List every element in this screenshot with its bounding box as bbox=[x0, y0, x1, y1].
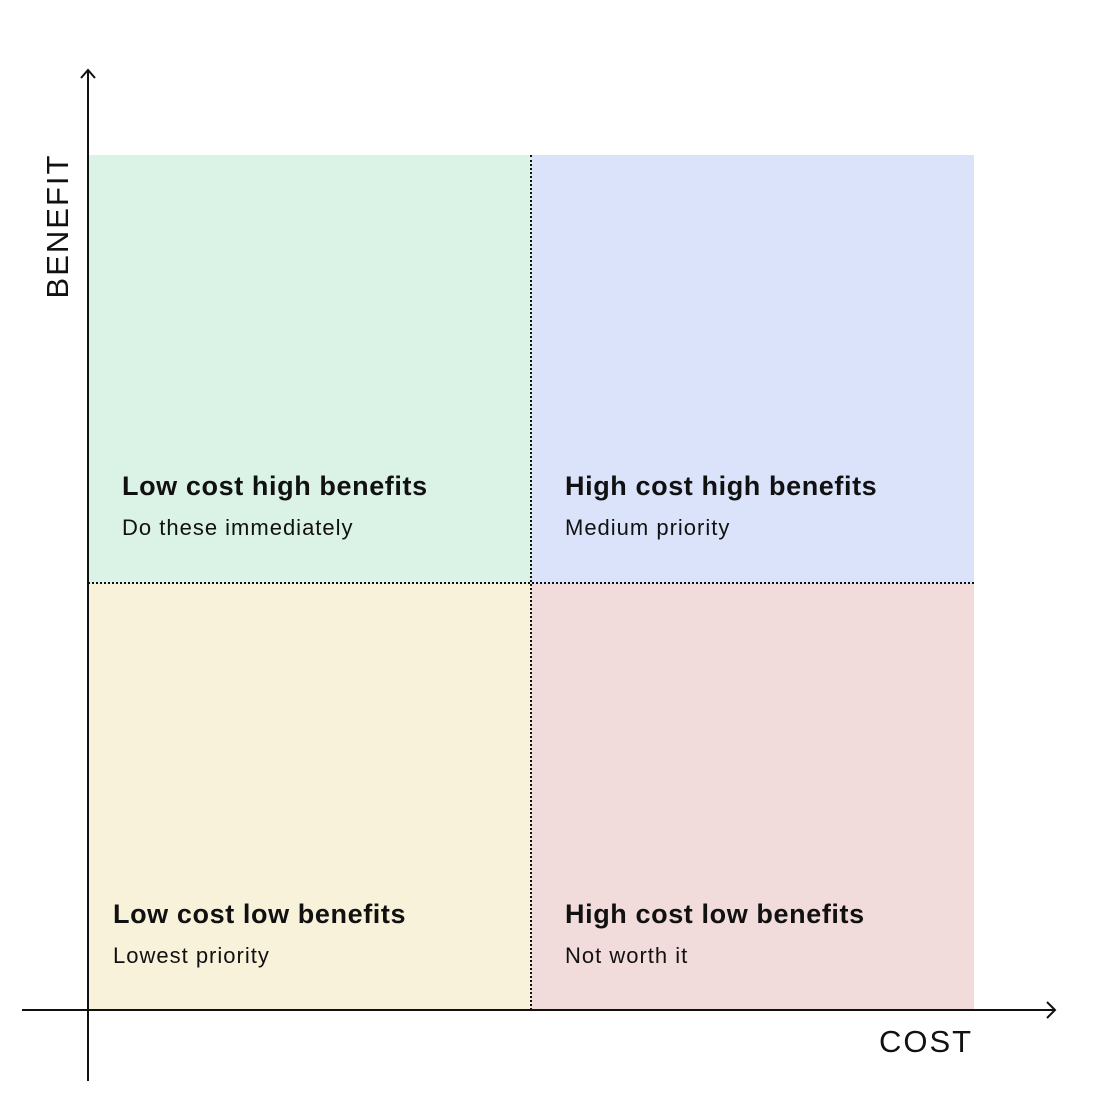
quadrant-title-bottom-right: High cost low benefits bbox=[565, 899, 865, 929]
horizontal-divider bbox=[88, 582, 974, 584]
quadrant-low-cost-high-benefit bbox=[88, 155, 531, 583]
quadrant-subtitle-top-right: Medium priority bbox=[565, 515, 731, 540]
quadrant-subtitle-bottom-left: Lowest priority bbox=[113, 943, 270, 968]
y-axis-arrow-icon bbox=[80, 68, 96, 79]
quadrant-subtitle-top-left: Do these immediately bbox=[122, 515, 354, 540]
quadrant-title-top-left: Low cost high benefits bbox=[122, 471, 428, 501]
quadrant-high-cost-low-benefit bbox=[531, 583, 974, 1010]
x-axis-arrow-icon bbox=[1046, 1001, 1057, 1019]
quadrant-low-cost-low-benefit bbox=[88, 583, 531, 1010]
quadrant-subtitle-bottom-right: Not worth it bbox=[565, 943, 689, 968]
quadrant-high-cost-high-benefit bbox=[531, 155, 974, 583]
quadrant-title-top-right: High cost high benefits bbox=[565, 471, 878, 501]
quadrant-title-bottom-left: Low cost low benefits bbox=[113, 899, 407, 929]
y-axis-label: BENEFIT bbox=[40, 153, 75, 299]
x-axis-label: COST bbox=[879, 1024, 974, 1059]
